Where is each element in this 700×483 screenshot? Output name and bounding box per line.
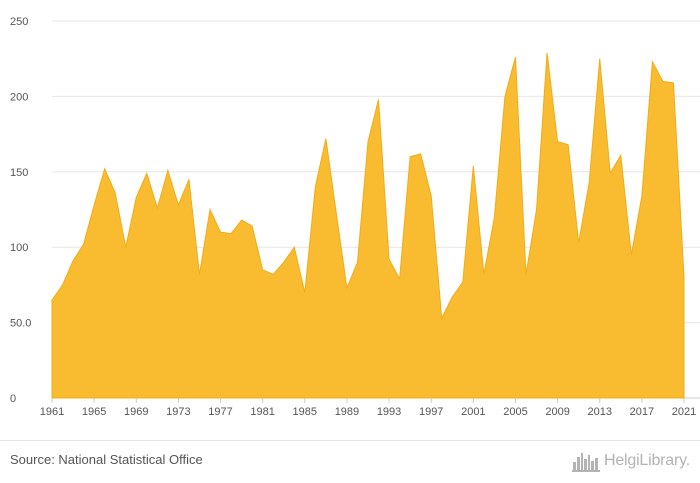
y-tick-label: 250 [10,16,28,28]
city-skyline-icon [571,453,600,472]
y-tick-label: 0 [10,393,16,405]
x-tick-label: 2009 [545,406,569,418]
x-axis: 1961 1965 1969 1973 1977 1981 1985 1989 1993 1997… [40,398,696,418]
x-tick-label: 2021 [672,406,696,418]
x-tick-label: 1969 [124,406,148,418]
x-tick-label: 1981 [250,406,274,418]
x-tick-label: 2005 [503,406,527,418]
y-axis: 0 50.0 100 150 200 250 [10,16,31,405]
x-tick-label: 1997 [419,406,443,418]
y-tick-label: 200 [10,91,28,103]
chart-footer: Source: National Statistical Office Helg… [0,440,700,483]
x-tick-label: 1961 [40,406,64,418]
x-tick-label: 1973 [166,406,190,418]
x-tick-label: 1985 [293,406,317,418]
y-tick-label: 50.0 [10,318,31,330]
x-tick-label: 2017 [630,406,654,418]
y-tick-label: 100 [10,242,28,254]
y-tick-label: 150 [10,167,28,179]
x-tick-label: 1993 [377,406,401,418]
source-note: Source: National Statistical Office [10,452,203,467]
x-tick-label: 1965 [82,406,106,418]
brand-name: HelgiLibrary. [603,452,690,469]
brand-logo[interactable]: HelgiLibrary. [571,447,690,475]
x-tick-label: 2013 [587,406,611,418]
x-tick-label: 2001 [461,406,485,418]
series-area [51,52,685,399]
x-tick-label: 1989 [335,406,359,418]
x-tick-label: 1977 [208,406,232,418]
